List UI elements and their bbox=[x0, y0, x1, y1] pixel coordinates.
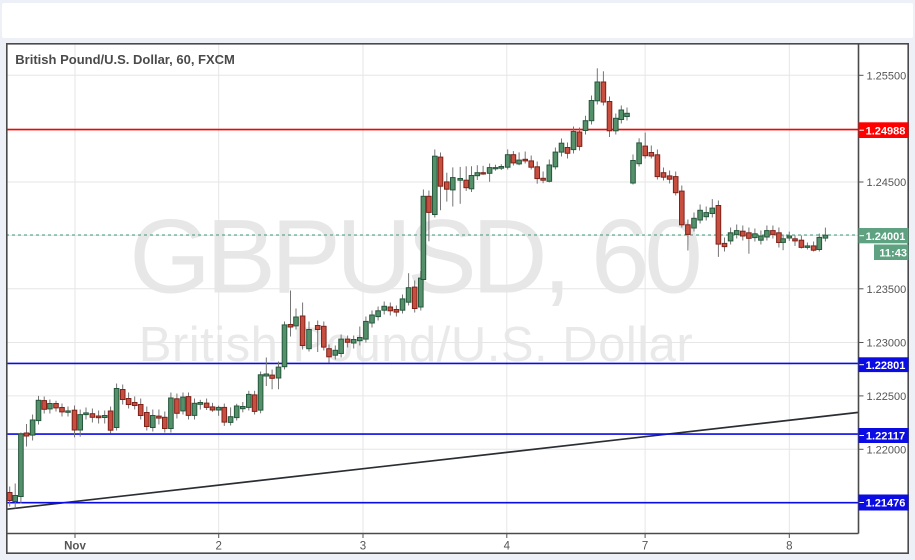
svg-text:7: 7 bbox=[642, 541, 648, 553]
svg-text:8: 8 bbox=[786, 541, 792, 553]
svg-text:1.22117: 1.22117 bbox=[866, 431, 905, 443]
svg-text:1.24988: 1.24988 bbox=[866, 125, 906, 137]
svg-text:1.24001: 1.24001 bbox=[866, 231, 906, 243]
svg-text:1.21476: 1.21476 bbox=[866, 498, 906, 510]
svg-text:Nov: Nov bbox=[64, 541, 86, 553]
svg-text:1.22000: 1.22000 bbox=[867, 444, 907, 456]
svg-text:1.22500: 1.22500 bbox=[867, 391, 907, 403]
svg-text:2: 2 bbox=[215, 541, 221, 553]
svg-text:1.24500: 1.24500 bbox=[867, 177, 907, 189]
svg-text:1.22801: 1.22801 bbox=[866, 360, 906, 372]
svg-text:1.25500: 1.25500 bbox=[867, 70, 907, 82]
svg-text:1.23500: 1.23500 bbox=[867, 284, 907, 296]
svg-text:11:43: 11:43 bbox=[879, 247, 907, 259]
svg-text:1.23000: 1.23000 bbox=[867, 338, 907, 350]
svg-text:3: 3 bbox=[360, 541, 366, 553]
svg-text:British Pound/U.S. Dollar, 60,: British Pound/U.S. Dollar, 60, FXCM bbox=[15, 52, 235, 67]
svg-text:4: 4 bbox=[504, 541, 511, 553]
